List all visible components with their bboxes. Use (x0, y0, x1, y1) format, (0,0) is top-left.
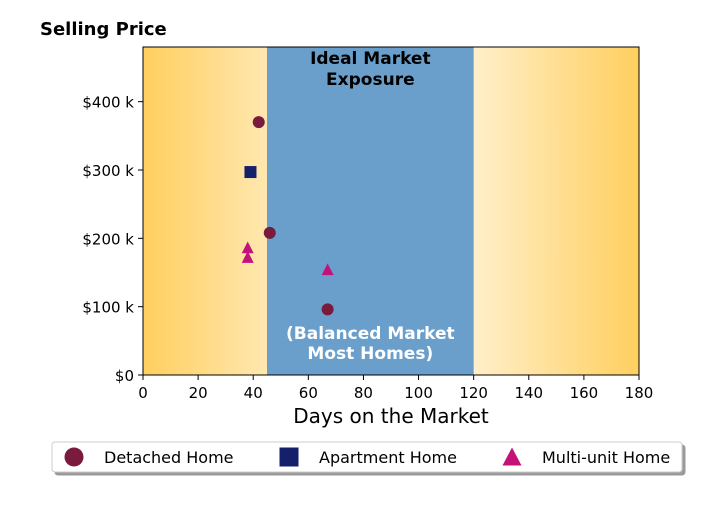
chart-title: Selling Price (40, 19, 167, 40)
y-tick-label: $100 k (82, 299, 134, 317)
x-tick-label: 40 (244, 384, 263, 402)
x-tick-label: 60 (299, 384, 318, 402)
plot-frame (142, 46, 640, 376)
band-label-top-line1: Ideal Market (310, 49, 431, 69)
y-tick-label: $0 (115, 367, 134, 385)
x-tick-label: 20 (189, 384, 208, 402)
legend-marker-triangle (502, 447, 522, 466)
legend-label: Apartment Home (319, 448, 457, 467)
legend: Detached Home Apartment Home Multi-unit Ho… (51, 441, 683, 473)
data-point-triangle (321, 263, 334, 276)
data-point-circle (252, 116, 265, 129)
x-axis-title: Days on the Market (293, 404, 489, 428)
legend-marker-circle (64, 447, 84, 467)
legend-box (51, 441, 683, 473)
data-point-circle (263, 226, 276, 239)
band-label-bottom-line2: Most Homes) (307, 344, 433, 364)
x-tick-label: 180 (625, 384, 654, 402)
legend-label: Multi-unit Home (542, 448, 670, 467)
x-tick-label: 80 (354, 384, 373, 402)
data-point-triangle (241, 241, 254, 254)
legend-label: Detached Home (104, 448, 234, 467)
y-tick-label: $200 k (82, 230, 134, 248)
band-label-bottom-line1: (Balanced Market (286, 324, 455, 344)
y-tick-label: $300 k (82, 162, 134, 180)
ideal-exposure-band (267, 47, 474, 375)
data-point-square (244, 166, 257, 179)
x-tick-label: 100 (404, 384, 433, 402)
data-point-triangle (241, 251, 254, 263)
x-tick-label: 0 (138, 384, 148, 402)
x-tick-label: 140 (514, 384, 543, 402)
data-point-circle (321, 303, 334, 316)
x-axis: 0 20 40 60 80 100 120 140 160 180 (138, 375, 653, 402)
y-axis: $0 $100 k $200 k $300 k $400 k (82, 94, 143, 385)
data-points (241, 116, 334, 316)
legend-marker-square (279, 447, 299, 467)
x-tick-label: 160 (570, 384, 599, 402)
x-tick-label: 120 (459, 384, 488, 402)
y-tick-label: $400 k (82, 94, 134, 112)
band-label-top-line2: Exposure (326, 70, 415, 90)
